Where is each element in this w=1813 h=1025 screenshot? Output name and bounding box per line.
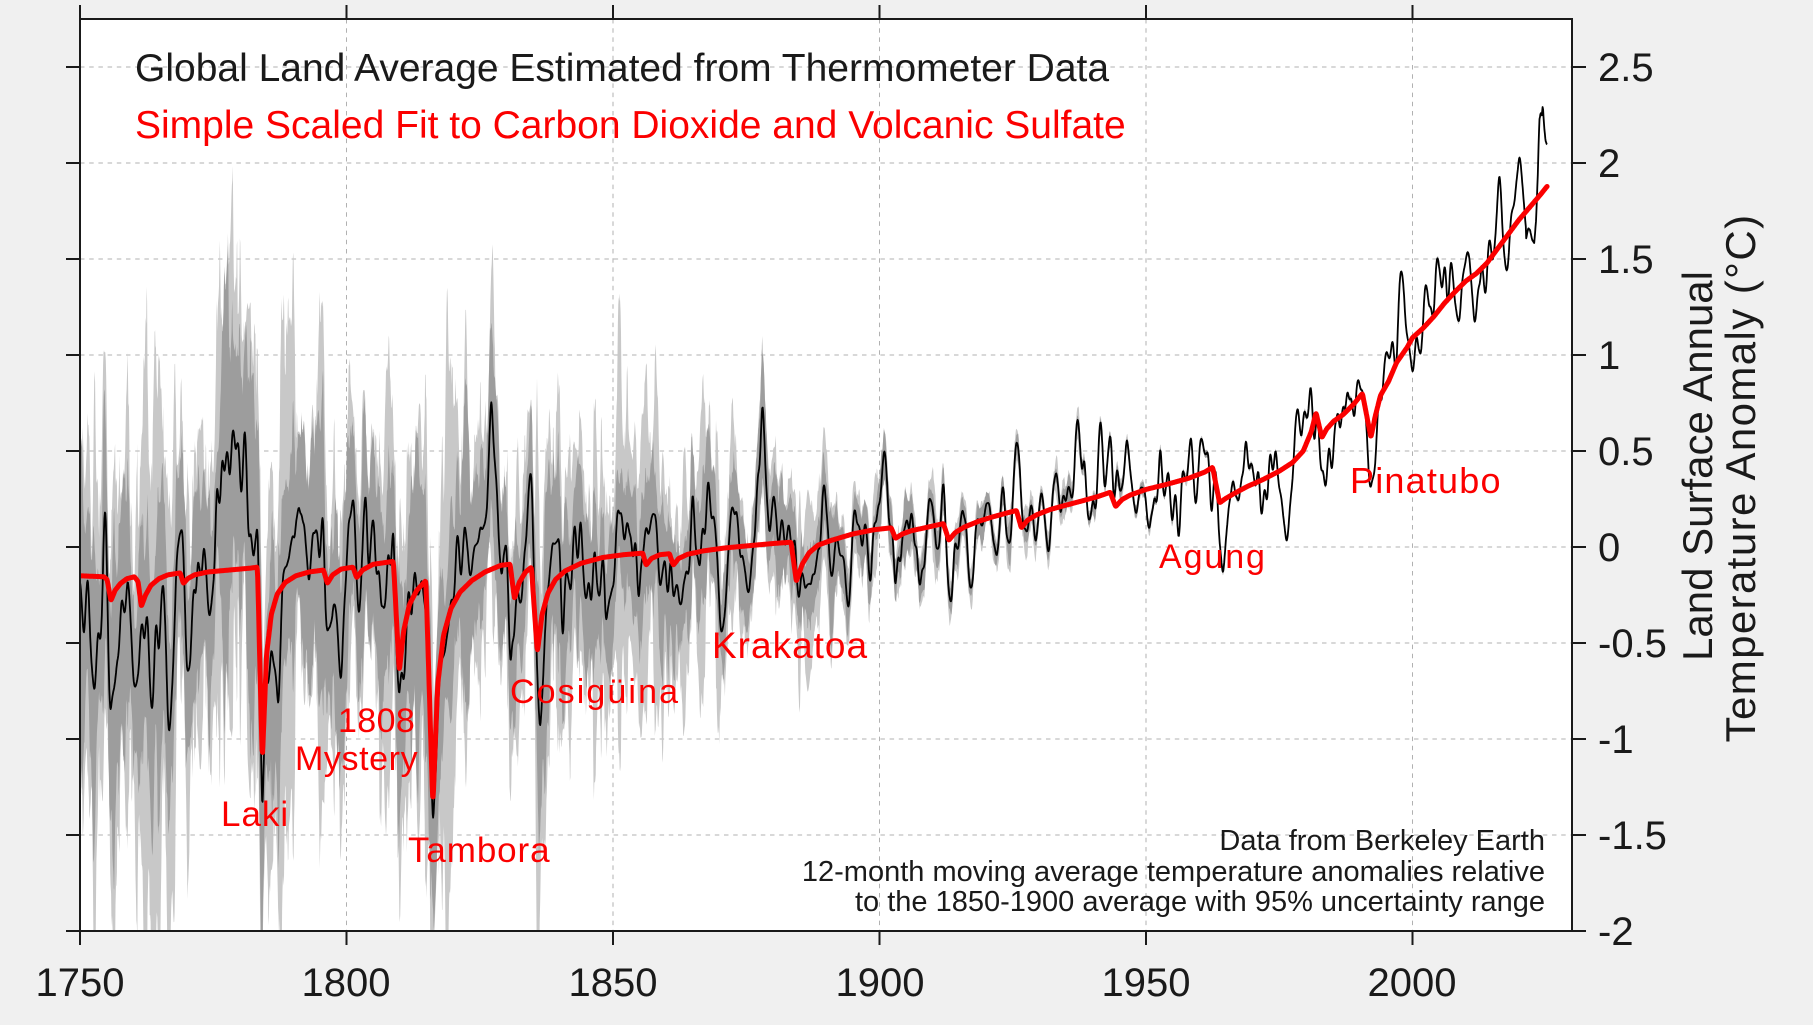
svg-text:1: 1: [1598, 334, 1620, 378]
svg-text:Temperature Anomaly (°C): Temperature Anomaly (°C): [1717, 214, 1764, 743]
svg-text:2: 2: [1598, 142, 1620, 186]
svg-text:0: 0: [1598, 526, 1620, 570]
svg-text:1850: 1850: [569, 961, 658, 1005]
svg-text:-0.5: -0.5: [1598, 622, 1667, 666]
svg-text:Land Surface Annual: Land Surface Annual: [1674, 271, 1721, 661]
svg-text:Data from Berkeley Earth: Data from Berkeley Earth: [1219, 825, 1545, 857]
svg-text:to the 1850-1900 average with: to the 1850-1900 average with 95% uncert…: [855, 886, 1545, 918]
svg-text:2000: 2000: [1368, 961, 1457, 1005]
svg-text:Krakatoa: Krakatoa: [712, 625, 868, 666]
svg-text:Pinatubo: Pinatubo: [1350, 460, 1502, 501]
svg-text:Simple Scaled Fit to Carbon Di: Simple Scaled Fit to Carbon Dioxide and …: [135, 104, 1126, 147]
svg-text:-1.5: -1.5: [1598, 814, 1667, 858]
svg-text:Agung: Agung: [1159, 538, 1267, 576]
svg-text:2.5: 2.5: [1598, 46, 1654, 90]
svg-text:1750: 1750: [36, 961, 125, 1005]
svg-text:1800: 1800: [302, 961, 391, 1005]
svg-text:-2: -2: [1598, 910, 1634, 954]
svg-text:1900: 1900: [836, 961, 925, 1005]
svg-text:12-month moving average temper: 12-month moving average temperature anom…: [802, 856, 1545, 888]
svg-text:Tambora: Tambora: [408, 831, 550, 870]
svg-text:1808: 1808: [338, 702, 415, 740]
svg-text:1950: 1950: [1102, 961, 1191, 1005]
svg-text:Laki: Laki: [221, 795, 289, 834]
svg-text:1.5: 1.5: [1598, 238, 1654, 282]
svg-text:0.5: 0.5: [1598, 430, 1654, 474]
svg-text:-1: -1: [1598, 718, 1634, 762]
svg-text:Mystery: Mystery: [295, 740, 418, 778]
svg-text:Global Land Average Estimated: Global Land Average Estimated from Therm…: [135, 47, 1109, 90]
svg-text:Cosigüina: Cosigüina: [510, 673, 680, 711]
